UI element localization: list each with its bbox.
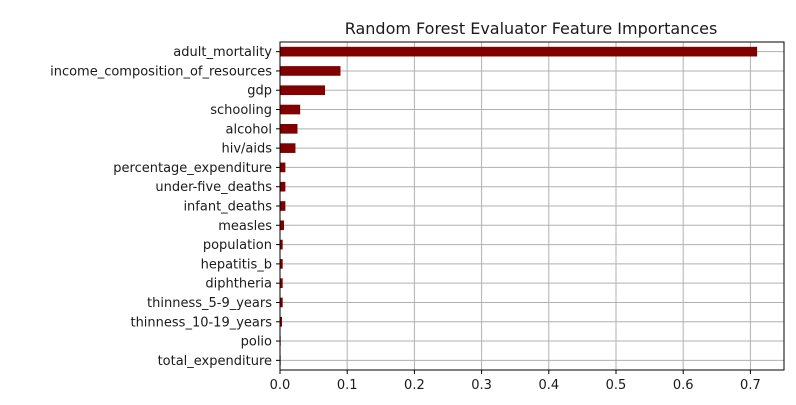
y-tick-label: infant_deaths [183, 200, 272, 215]
y-tick-label: hepatitis_b [201, 257, 272, 272]
y-tick-label: polio [241, 335, 272, 350]
y-tick-label: population [203, 238, 272, 253]
chart-title: Random Forest Evaluator Feature Importan… [345, 19, 718, 38]
y-tick-label: total_expenditure [158, 354, 272, 369]
y-tick-label: schooling [210, 103, 272, 118]
bar-thinness-10-19-years [280, 316, 283, 327]
y-tick-label: alcohol [226, 122, 272, 137]
y-tick-label: income_composition_of_resources [50, 64, 272, 79]
bar-percentage-expenditure [280, 162, 286, 173]
x-tick-labels: 0.0 0.1 0.2 0.3 0.4 0.5 0.6 0.7 [270, 378, 761, 393]
bar-schooling [280, 104, 301, 115]
y-tick-label: measles [218, 219, 272, 234]
y-tick-labels: adult_mortality income_composition_of_res… [50, 45, 272, 369]
x-tick-label: 0.4 [538, 378, 559, 393]
bar-thinness-5-9-years [280, 297, 283, 308]
bar-alcohol [280, 124, 298, 134]
x-tick-label: 0.5 [606, 378, 627, 393]
x-tick-label: 0.2 [404, 378, 425, 393]
y-tick-label: hiv/aids [221, 142, 272, 157]
x-tick-label: 0.3 [471, 378, 492, 393]
bars [280, 46, 758, 366]
bar-income-composition-of-resources [280, 66, 341, 76]
x-tick-label: 0.7 [740, 378, 761, 393]
bar-under-five-deaths [280, 181, 286, 192]
bar-gdp [280, 85, 326, 96]
bar-measles [280, 220, 285, 231]
x-tick-label: 0.1 [337, 378, 358, 393]
y-tick-label: thinness_5-9_years [147, 296, 272, 311]
y-tick-label: under-five_deaths [155, 180, 272, 195]
bar-population [280, 239, 283, 250]
grid [276, 42, 784, 374]
bar-hepatitis-b [280, 259, 283, 269]
y-tick-label: diphtheria [205, 277, 272, 292]
bar-infant-deaths [280, 201, 286, 211]
x-tick-label: 0.0 [270, 378, 291, 393]
bar-adult-mortality [280, 46, 758, 57]
x-tick-label: 0.6 [673, 378, 694, 393]
y-tick-label: thinness_10-19_years [130, 315, 272, 330]
y-tick-label: gdp [247, 84, 272, 99]
bar-hiv-aids [280, 143, 296, 153]
plot-frame [279, 41, 785, 371]
bar-diphtheria [280, 278, 283, 288]
y-tick-label: percentage_expenditure [113, 161, 272, 176]
y-tick-label: adult_mortality [173, 45, 272, 60]
